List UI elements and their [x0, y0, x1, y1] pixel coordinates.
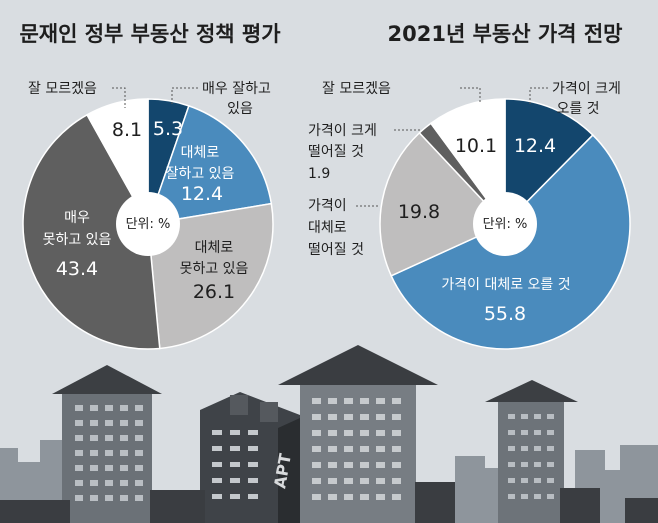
chart-1-unit-label: 단위: %: [126, 217, 171, 232]
pie-slice-s_up_big: [504, 98, 594, 226]
c2-down-label-2: 대체로: [308, 220, 347, 236]
c1-value-bad: 26.1: [193, 281, 235, 303]
c1-bad-label: 대체로: [195, 240, 234, 256]
chart-2-unit-label: 단위: %: [483, 217, 528, 232]
c2-down-label: 가격이: [308, 198, 347, 214]
c2-value-unknown: 10.1: [455, 135, 497, 157]
c1-unknown-label: 잘 모르겠음: [28, 81, 97, 97]
chart-1-title: 문재인 정부 부동산 정책 평가: [19, 22, 281, 46]
c2-value-down: 19.8: [398, 201, 440, 223]
pie-center-hole: [473, 192, 537, 256]
pie-slice-s_bad_very: [22, 113, 161, 350]
c1-verybad-label-2: 못하고 있음: [43, 232, 112, 248]
pie-slice-s_down: [379, 131, 507, 277]
c1-value-unknown: 8.1: [112, 119, 142, 141]
cityscape-illustration: APT: [0, 345, 658, 523]
c1-good-label: 대체로: [181, 145, 220, 161]
c1-verygood-label-2: 있음: [227, 101, 253, 117]
c2-upbig-label: 가격이 크게: [552, 81, 621, 97]
chart-2-title: 2021년 부동산 가격 전망: [388, 22, 623, 46]
c2-downbig-label-2: 떨어질 것: [308, 144, 364, 160]
c2-downbig-label: 가격이 크게: [308, 123, 377, 139]
c2-value-downbig: 1.9: [308, 166, 330, 182]
pie-slice-s_bad: [147, 202, 274, 350]
c2-upbig-label-2: 오를 것: [556, 101, 599, 117]
pie-slice-s_unknown: [429, 98, 506, 227]
c2-unknown-label: 잘 모르겠음: [322, 81, 391, 97]
c2-down-label-3: 떨어질 것: [308, 242, 364, 258]
c2-up-label: 가격이 대체로 오를 것: [441, 277, 570, 293]
c1-value-verygood: 5.3: [153, 118, 183, 140]
c1-good-label-2: 잘하고 있음: [166, 166, 235, 182]
c1-verybad-label: 매우: [64, 210, 90, 226]
pie-chart-policy: [22, 98, 274, 350]
pie-slice-s_good: [146, 104, 273, 225]
c2-value-up: 55.8: [484, 303, 526, 325]
c1-bad-label-2: 못하고 있음: [180, 261, 249, 277]
c1-value-good: 12.4: [181, 183, 223, 205]
pie-chart-price: [379, 98, 631, 350]
c1-value-verybad: 43.4: [56, 258, 98, 280]
c2-value-upbig: 12.4: [514, 135, 556, 157]
pie-slice-s_unknown: [86, 98, 149, 227]
pie-center-hole: [116, 192, 180, 256]
c1-verygood-label: 매우 잘하고: [202, 81, 271, 97]
